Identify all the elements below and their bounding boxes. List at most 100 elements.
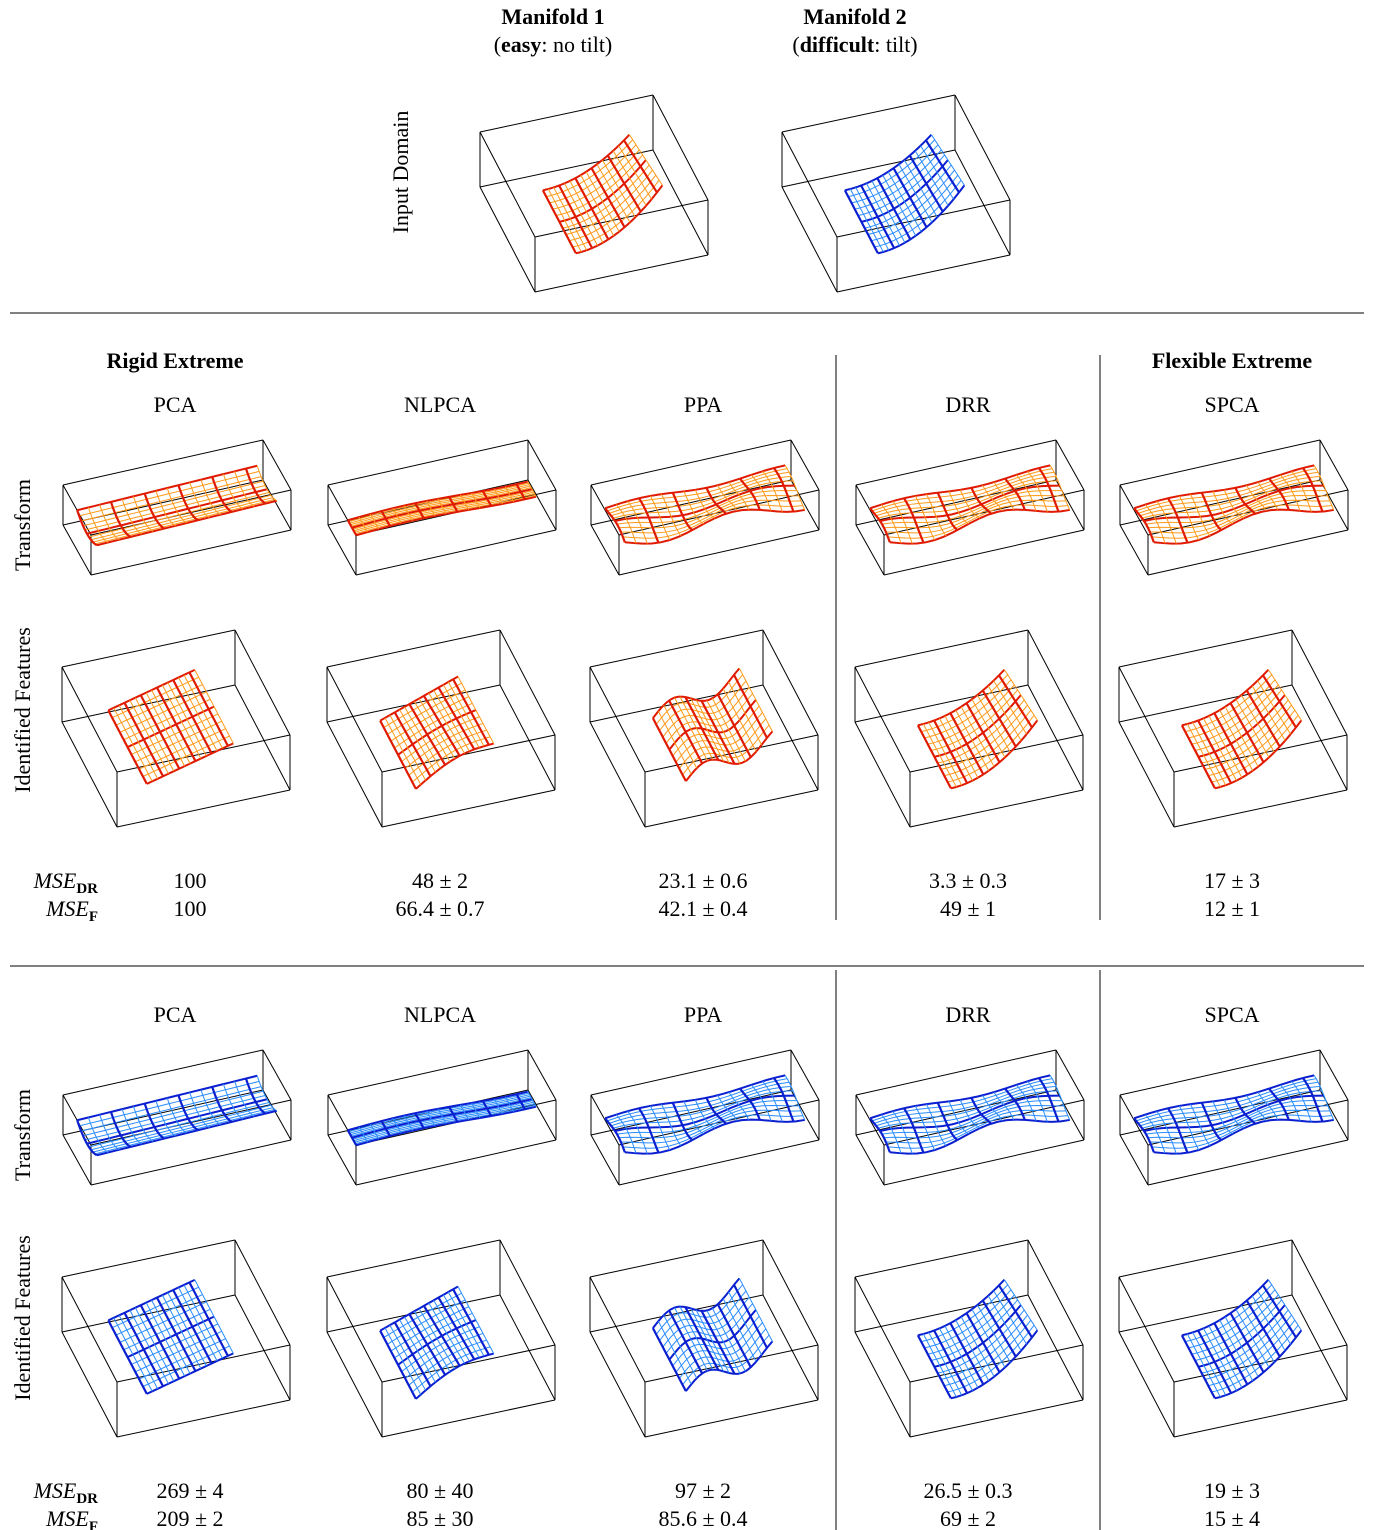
mesh-line (433, 690, 470, 752)
mesh-line (939, 718, 973, 781)
plot-box-edge (326, 1294, 501, 1333)
mesh-line (414, 1112, 425, 1129)
mesh-line (413, 1311, 451, 1372)
plot-box-edge (262, 439, 292, 491)
mesh-line (200, 1089, 221, 1126)
mesh-line (1004, 1087, 1026, 1121)
plot-3d (854, 629, 1084, 828)
metric-value: 209 ± 2 (156, 1506, 223, 1530)
plot-box-edge (855, 479, 1057, 526)
plot-box-edge (326, 1276, 383, 1383)
mesh-line (920, 145, 955, 200)
mesh-line (211, 1086, 233, 1123)
plot-3d (1119, 439, 1349, 576)
mesh-line (717, 1095, 738, 1122)
plot-box-edge (590, 484, 620, 536)
plot-box-edge (1119, 479, 1321, 526)
mesh-line (437, 498, 447, 515)
subtitle-part: difficult (800, 32, 875, 57)
plot-box-edge (855, 439, 1057, 486)
plot-box-edge (1118, 1276, 1175, 1383)
mesh-line (663, 704, 698, 769)
mesh-line (638, 497, 660, 544)
mesh-line (493, 1098, 503, 1115)
mesh-line (657, 1321, 692, 1385)
plot-box-edge (327, 524, 357, 576)
mesh-line (1003, 669, 1038, 721)
plot-box-edge (854, 629, 1029, 668)
mesh-line (1313, 465, 1335, 511)
metric-sub: DR (76, 881, 98, 897)
mesh-line (711, 698, 746, 762)
mesh-line (1268, 477, 1290, 511)
plot-box-edge (1291, 684, 1348, 791)
plot-box-edge (1055, 439, 1085, 491)
mesh-line (722, 1298, 757, 1362)
metric-value: 100 (174, 868, 207, 893)
manifold-title: Manifold 2 (803, 4, 906, 29)
mesh-line (1156, 500, 1177, 544)
metric-value: 17 ± 3 (1204, 868, 1260, 893)
plot-box-edge (909, 1344, 1084, 1383)
mesh-line (1186, 1333, 1221, 1398)
mesh-line (553, 187, 588, 251)
mesh-line (1027, 1080, 1048, 1122)
mesh-line (109, 1111, 132, 1148)
mesh-line (1267, 669, 1302, 721)
subtitle-part: : tilt) (874, 32, 917, 57)
plot-box-edge (62, 1094, 92, 1146)
mesh-line (515, 1093, 526, 1110)
plot-box-edge (854, 666, 911, 773)
mesh-line (76, 1119, 98, 1157)
plot-3d (590, 439, 820, 576)
mesh-line (1203, 1328, 1237, 1391)
mesh-line (1302, 1077, 1324, 1123)
method-label: DRR (945, 1002, 991, 1027)
mesh-line (428, 692, 465, 754)
metric-value: 100 (174, 896, 207, 921)
plot-box-edge (327, 1049, 529, 1096)
mesh-line (751, 474, 772, 512)
mesh-line (121, 498, 143, 535)
mesh-line (695, 699, 730, 764)
plot-box-edge (1291, 629, 1348, 736)
plot-box-edge (1118, 721, 1175, 828)
mesh-line (616, 1114, 637, 1154)
mesh-line (457, 676, 495, 744)
plot-box-edge (855, 1134, 885, 1186)
plot-box-edge (762, 1239, 819, 1346)
mesh-line (1291, 470, 1312, 512)
plot-box-edge (854, 1239, 1029, 1278)
plot-box-edge (90, 529, 292, 576)
mesh-line (558, 185, 594, 249)
mesh-line (949, 1322, 985, 1385)
mesh-line (404, 1316, 441, 1379)
plot-box-edge (61, 721, 118, 828)
plot-box-edge (62, 524, 92, 576)
plot-3d (62, 439, 292, 576)
mesh-line (728, 1091, 750, 1120)
mesh-line (1219, 1319, 1254, 1381)
plot-box-edge (644, 734, 819, 773)
mesh-line (418, 698, 456, 759)
plot-3d (589, 629, 819, 828)
mesh-line (1224, 1316, 1259, 1377)
mesh-line (369, 513, 380, 530)
plot-box-edge (499, 1294, 556, 1401)
plot-box-edge (381, 789, 556, 828)
mesh-line (1235, 698, 1270, 758)
mesh-line (1257, 1091, 1279, 1120)
mesh-line (1203, 718, 1237, 781)
mesh-line (99, 1114, 120, 1151)
mesh-line (627, 1110, 648, 1154)
mesh-line (716, 693, 752, 758)
mesh-line (113, 707, 153, 782)
mesh-line (447, 681, 485, 747)
mesh-line (161, 1294, 202, 1369)
mesh-line (155, 1297, 197, 1372)
plot-box-edge (589, 1276, 646, 1383)
plot-box-edge (854, 1294, 1029, 1333)
mesh-line (981, 1299, 1017, 1358)
plot-box-edge (644, 1399, 819, 1438)
mesh-line (933, 720, 969, 784)
